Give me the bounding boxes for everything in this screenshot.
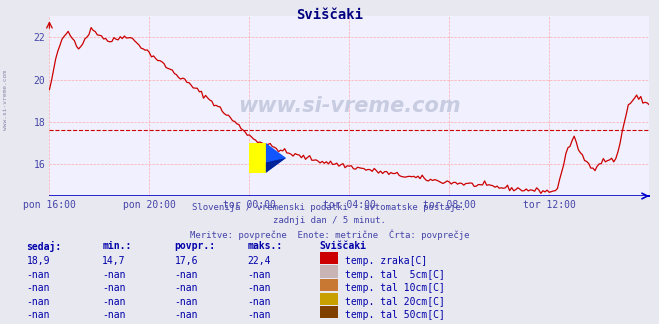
Text: temp. tal  5cm[C]: temp. tal 5cm[C] [345, 270, 445, 280]
Text: -nan: -nan [26, 310, 50, 320]
Text: maks.:: maks.: [247, 241, 282, 251]
Text: temp. tal 20cm[C]: temp. tal 20cm[C] [345, 297, 445, 307]
Text: 14,7: 14,7 [102, 256, 126, 266]
Text: -nan: -nan [247, 310, 271, 320]
Text: -nan: -nan [175, 283, 198, 293]
Polygon shape [266, 158, 286, 173]
Text: -nan: -nan [102, 270, 126, 280]
Text: Meritve: povprečne  Enote: metrične  Črta: povprečje: Meritve: povprečne Enote: metrične Črta:… [190, 230, 469, 240]
Text: www.si-vreme.com: www.si-vreme.com [3, 70, 8, 131]
Text: Slovenija / vremenski podatki - avtomatske postaje.: Slovenija / vremenski podatki - avtomats… [192, 202, 467, 212]
Text: 18,9: 18,9 [26, 256, 50, 266]
Text: -nan: -nan [26, 270, 50, 280]
Text: -nan: -nan [175, 310, 198, 320]
Text: 22,4: 22,4 [247, 256, 271, 266]
Text: sedaj:: sedaj: [26, 241, 61, 252]
Text: povpr.:: povpr.: [175, 241, 215, 251]
Text: Sviščaki: Sviščaki [296, 8, 363, 22]
Text: zadnji dan / 5 minut.: zadnji dan / 5 minut. [273, 216, 386, 225]
Text: -nan: -nan [102, 310, 126, 320]
Text: -nan: -nan [247, 270, 271, 280]
Text: -nan: -nan [26, 297, 50, 307]
Text: -nan: -nan [175, 297, 198, 307]
Text: min.:: min.: [102, 241, 132, 251]
Text: -nan: -nan [102, 283, 126, 293]
Text: Sviščaki: Sviščaki [320, 241, 366, 251]
Text: -nan: -nan [247, 297, 271, 307]
Polygon shape [266, 143, 286, 173]
Text: temp. tal 10cm[C]: temp. tal 10cm[C] [345, 283, 445, 293]
Bar [249, 143, 266, 173]
Text: -nan: -nan [247, 283, 271, 293]
Text: -nan: -nan [102, 297, 126, 307]
Text: www.si-vreme.com: www.si-vreme.com [238, 96, 461, 116]
Text: temp. tal 50cm[C]: temp. tal 50cm[C] [345, 310, 445, 320]
Text: temp. zraka[C]: temp. zraka[C] [345, 256, 427, 266]
Text: 17,6: 17,6 [175, 256, 198, 266]
Text: -nan: -nan [26, 283, 50, 293]
Text: -nan: -nan [175, 270, 198, 280]
